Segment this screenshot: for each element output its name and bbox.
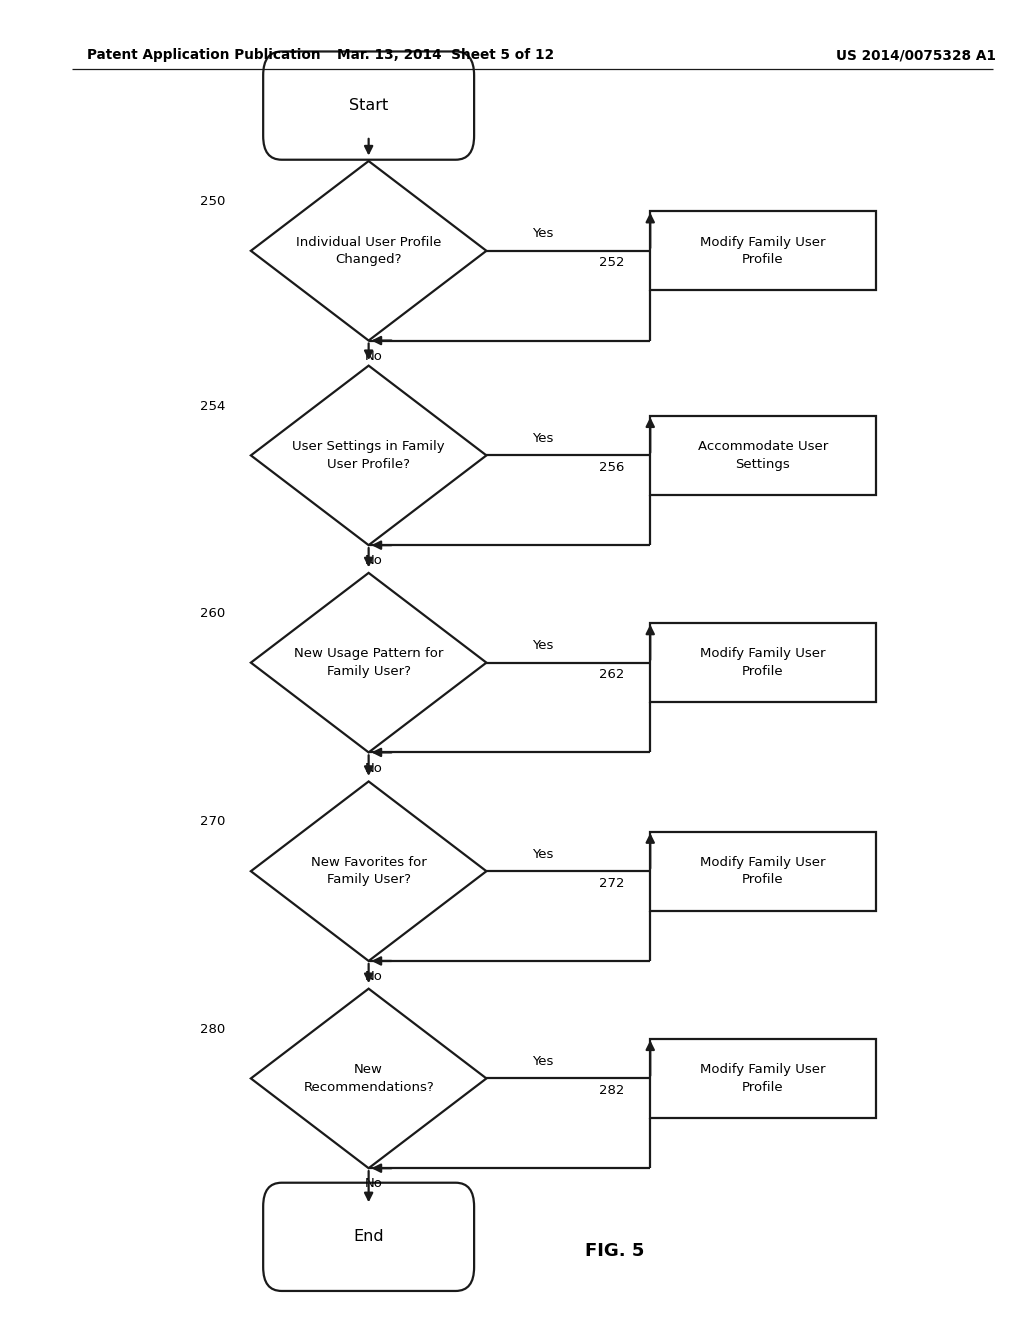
Text: No: No <box>365 970 383 983</box>
FancyBboxPatch shape <box>263 51 474 160</box>
Text: No: No <box>365 350 383 363</box>
Text: 282: 282 <box>599 1084 625 1097</box>
Text: Accommodate User
Settings: Accommodate User Settings <box>697 440 828 471</box>
Text: FIG. 5: FIG. 5 <box>585 1242 644 1261</box>
Text: Modify Family User
Profile: Modify Family User Profile <box>700 235 825 267</box>
Text: Yes: Yes <box>532 432 554 445</box>
Text: Mar. 13, 2014  Sheet 5 of 12: Mar. 13, 2014 Sheet 5 of 12 <box>337 49 554 62</box>
Text: Yes: Yes <box>532 227 554 240</box>
Text: 262: 262 <box>599 668 625 681</box>
Text: 250: 250 <box>200 195 225 209</box>
Text: No: No <box>365 554 383 568</box>
Text: Patent Application Publication: Patent Application Publication <box>87 49 321 62</box>
Bar <box>650 416 876 495</box>
Text: User Settings in Family
User Profile?: User Settings in Family User Profile? <box>292 440 445 471</box>
Text: 260: 260 <box>200 607 225 620</box>
Bar <box>650 623 876 702</box>
Text: No: No <box>365 762 383 775</box>
Text: Yes: Yes <box>532 639 554 652</box>
Text: US 2014/0075328 A1: US 2014/0075328 A1 <box>837 49 996 62</box>
Text: End: End <box>353 1229 384 1245</box>
Bar <box>650 211 876 290</box>
Text: Modify Family User
Profile: Modify Family User Profile <box>700 647 825 678</box>
Text: Modify Family User
Profile: Modify Family User Profile <box>700 855 825 887</box>
Bar <box>650 832 876 911</box>
Text: New Favorites for
Family User?: New Favorites for Family User? <box>310 855 427 887</box>
Text: Modify Family User
Profile: Modify Family User Profile <box>700 1063 825 1094</box>
FancyBboxPatch shape <box>263 1183 474 1291</box>
Text: Yes: Yes <box>532 847 554 861</box>
Text: Start: Start <box>349 98 388 114</box>
Text: 272: 272 <box>599 876 625 890</box>
Text: New
Recommendations?: New Recommendations? <box>303 1063 434 1094</box>
Text: No: No <box>365 1177 383 1191</box>
Text: Individual User Profile
Changed?: Individual User Profile Changed? <box>296 235 441 267</box>
Text: 256: 256 <box>599 461 625 474</box>
Text: 270: 270 <box>200 816 225 829</box>
Text: 254: 254 <box>200 400 225 413</box>
Bar <box>650 1039 876 1118</box>
Text: New Usage Pattern for
Family User?: New Usage Pattern for Family User? <box>294 647 443 678</box>
Text: Yes: Yes <box>532 1055 554 1068</box>
Text: 280: 280 <box>200 1023 225 1036</box>
Text: 252: 252 <box>599 256 625 269</box>
